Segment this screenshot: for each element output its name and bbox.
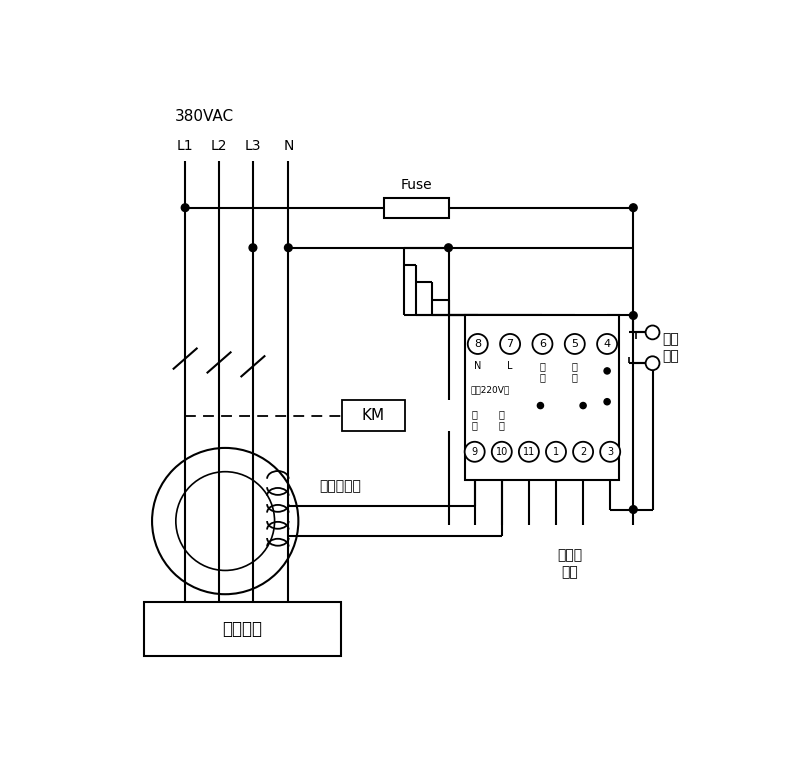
Circle shape — [445, 244, 452, 251]
Text: 9: 9 — [472, 447, 478, 457]
Circle shape — [285, 244, 292, 251]
Circle shape — [604, 398, 610, 405]
Text: 用户设备: 用户设备 — [222, 620, 262, 638]
Text: L: L — [507, 361, 513, 371]
Bar — [342, 400, 405, 431]
Circle shape — [533, 334, 553, 354]
Circle shape — [468, 334, 488, 354]
Text: 8: 8 — [474, 339, 482, 349]
Circle shape — [580, 402, 586, 408]
Text: Fuse: Fuse — [400, 177, 432, 191]
Bar — [466, 316, 619, 480]
Circle shape — [630, 505, 637, 513]
Text: N: N — [283, 139, 294, 153]
Text: 7: 7 — [506, 339, 514, 349]
Circle shape — [600, 442, 620, 462]
Text: 11: 11 — [522, 447, 535, 457]
Text: 380VAC: 380VAC — [175, 109, 234, 124]
Text: L3: L3 — [245, 139, 261, 153]
Text: 4: 4 — [603, 339, 610, 349]
Text: KM: KM — [362, 408, 385, 423]
Text: 试
验: 试 验 — [539, 361, 546, 382]
Circle shape — [630, 204, 637, 212]
Text: 2: 2 — [580, 447, 586, 457]
Circle shape — [249, 244, 257, 251]
Circle shape — [182, 204, 189, 212]
Circle shape — [465, 442, 485, 462]
Circle shape — [630, 312, 637, 319]
Text: 自锁
开关: 自锁 开关 — [662, 332, 678, 363]
Text: 接声光
报警: 接声光 报警 — [557, 548, 582, 580]
Text: 1: 1 — [553, 447, 559, 457]
Text: L2: L2 — [210, 139, 227, 153]
Text: 6: 6 — [539, 339, 546, 349]
Text: 试
验: 试 验 — [572, 361, 578, 382]
Text: 10: 10 — [496, 447, 508, 457]
Bar — [384, 198, 449, 218]
Circle shape — [565, 334, 585, 354]
Circle shape — [604, 368, 610, 374]
Circle shape — [538, 402, 543, 408]
Circle shape — [492, 442, 512, 462]
Text: 信
号: 信 号 — [472, 409, 478, 430]
Circle shape — [500, 334, 520, 354]
Text: L1: L1 — [177, 139, 194, 153]
Text: 3: 3 — [607, 447, 614, 457]
Text: 电源220V～: 电源220V～ — [470, 386, 510, 394]
Circle shape — [597, 334, 617, 354]
Bar — [144, 602, 341, 656]
Circle shape — [519, 442, 539, 462]
Text: N: N — [474, 361, 482, 371]
Text: 零序互感器: 零序互感器 — [320, 480, 362, 494]
Circle shape — [573, 442, 593, 462]
Text: 信
号: 信 号 — [499, 409, 505, 430]
Circle shape — [546, 442, 566, 462]
Text: 5: 5 — [571, 339, 578, 349]
